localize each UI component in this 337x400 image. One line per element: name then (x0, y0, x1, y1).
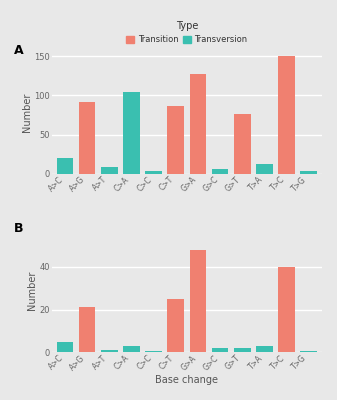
Bar (79, 308, 95, 352)
Bar (167, 299, 184, 352)
Bar (145, 351, 162, 352)
Bar (212, 169, 228, 174)
Bar (212, 348, 228, 352)
Bar (278, 56, 295, 174)
Bar (101, 350, 118, 352)
Bar (123, 92, 140, 174)
Bar (300, 170, 317, 174)
Bar (101, 168, 118, 174)
Bar (123, 346, 140, 352)
Bar (256, 346, 273, 352)
Bar (234, 348, 250, 352)
Bar (189, 74, 206, 174)
Bar (300, 351, 317, 352)
Text: A: A (14, 44, 23, 57)
Bar (256, 164, 273, 174)
Bar (57, 158, 73, 174)
Bar (79, 102, 95, 174)
Y-axis label: Number: Number (27, 271, 37, 310)
Bar (57, 342, 73, 352)
Bar (278, 267, 295, 352)
Legend: Transition, Transversion: Transition, Transversion (124, 20, 249, 46)
Bar (145, 171, 162, 174)
Y-axis label: Number: Number (22, 92, 32, 132)
Bar (167, 106, 184, 174)
Text: B: B (14, 222, 23, 235)
Bar (189, 250, 206, 352)
X-axis label: Base change: Base change (155, 375, 218, 385)
Bar (234, 114, 250, 174)
